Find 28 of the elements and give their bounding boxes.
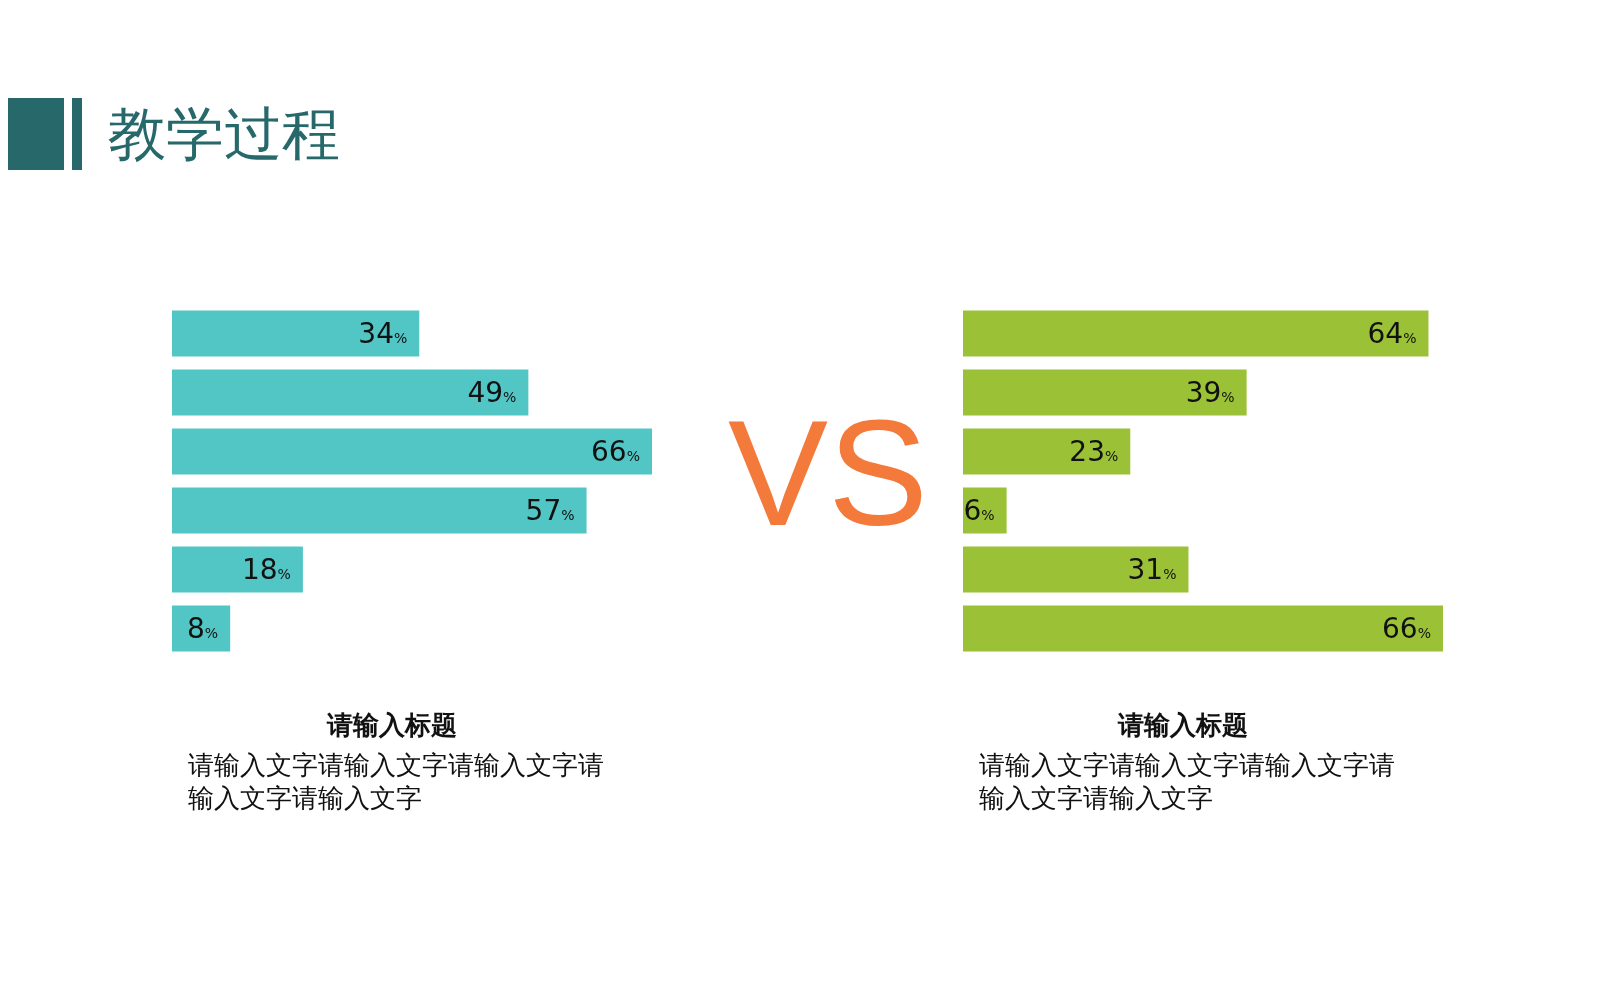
data-label: 18% [241, 553, 291, 587]
bar [963, 428, 1131, 475]
text: VS [726, 388, 930, 559]
bar [963, 369, 1247, 416]
text: 请输入标题 [325, 709, 458, 742]
bar [172, 369, 529, 416]
data-label: 66% [1382, 612, 1431, 646]
bar [172, 487, 587, 534]
data-label: 8% [187, 612, 219, 646]
bar [172, 428, 652, 475]
data-label: 6% [963, 494, 995, 528]
bar [172, 310, 420, 357]
data-label: 64% [1367, 317, 1417, 351]
text: 请输入文字请输入文字请输入文字请输入文字请输入文字 [979, 749, 1396, 815]
text: 教学过程 [108, 99, 340, 170]
data-label: 31% [1127, 553, 1177, 587]
data-label: 49% [467, 376, 517, 410]
data-label: 57% [525, 494, 575, 528]
bar [963, 605, 1443, 652]
data-label: 34% [358, 317, 408, 351]
data-label: 66% [591, 435, 640, 469]
data-label: 23% [1069, 435, 1119, 469]
data-label: 39% [1185, 376, 1235, 410]
text: 请输入标题 [1116, 709, 1249, 742]
bar [963, 310, 1429, 357]
bar [172, 546, 303, 593]
bar [963, 546, 1189, 593]
text: 请输入文字请输入文字请输入文字请输入文字请输入文字 [188, 749, 605, 815]
